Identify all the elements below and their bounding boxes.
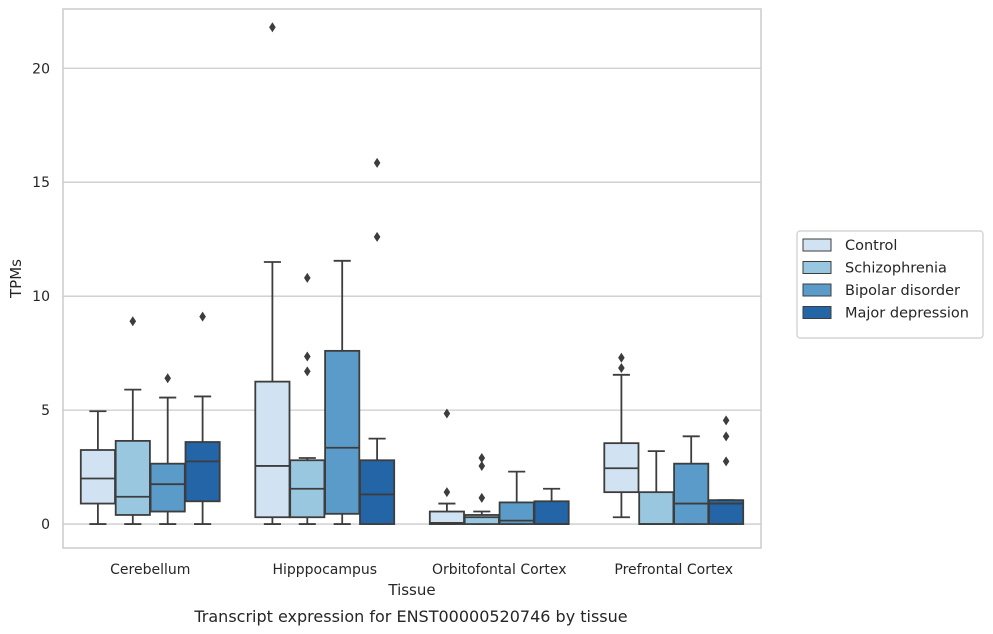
box-iqr xyxy=(254,380,291,519)
box-schizophrenia xyxy=(289,272,326,525)
outlier-point xyxy=(304,351,311,362)
legend-box xyxy=(796,230,984,339)
box-schizophrenia xyxy=(463,452,500,525)
legend-label: Control xyxy=(845,238,897,254)
y-tick-label: 0 xyxy=(41,517,50,533)
legend-swatch xyxy=(802,283,832,297)
outlier-point xyxy=(618,352,625,363)
outlier-point xyxy=(722,431,730,442)
outlier-point xyxy=(304,272,311,283)
box-control xyxy=(428,408,465,525)
outlier-point xyxy=(373,231,381,242)
box-bipolar-disorder xyxy=(324,259,361,525)
x-axis-ticks: Cerebellum Hipppocampus Orbitofontal Corte… xyxy=(110,562,733,578)
box-control xyxy=(79,410,116,525)
outlier-point xyxy=(373,157,381,168)
y-axis-ticks: 0 5 10 15 20 xyxy=(32,61,50,533)
legend-label: Major depression xyxy=(845,306,969,322)
x-tick-label: Hipppocampus xyxy=(272,562,377,578)
x-axis-label: Tissue xyxy=(387,581,435,599)
box-control xyxy=(603,352,640,519)
outlier-point xyxy=(164,373,171,384)
box-series xyxy=(79,22,745,525)
outlier-point xyxy=(443,487,451,498)
box-iqr xyxy=(149,462,186,513)
box-major-depression xyxy=(359,157,396,525)
outlier-point xyxy=(199,311,206,322)
y-axis-label: TPMs xyxy=(7,259,25,299)
box-bipolar-disorder xyxy=(673,435,710,525)
legend-label: Schizophrenia xyxy=(845,261,947,277)
legend-swatch xyxy=(802,261,832,274)
y-tick-label: 10 xyxy=(32,289,50,305)
box-iqr xyxy=(114,439,151,516)
outlier-point xyxy=(618,362,625,373)
box-iqr xyxy=(708,499,745,525)
box-schizophrenia xyxy=(638,450,675,525)
box-bipolar-disorder xyxy=(149,373,186,525)
box-control xyxy=(254,22,291,525)
legend-swatch xyxy=(802,306,832,319)
legend: Control Schizophrenia Bipolar disorder Majo… xyxy=(796,230,984,339)
box-iqr xyxy=(184,441,221,503)
y-tick-label: 15 xyxy=(32,175,50,191)
y-tick-label: 5 xyxy=(41,403,50,419)
box-schizophrenia xyxy=(114,316,151,525)
outlier-point xyxy=(722,456,730,467)
chart-caption: Transcript expression for ENST0000052074… xyxy=(193,607,627,626)
x-tick-label: Orbitofontal Cortex xyxy=(432,562,567,578)
outlier-point xyxy=(443,408,451,419)
box-iqr xyxy=(638,491,675,525)
outlier-point xyxy=(129,316,137,327)
box-iqr xyxy=(359,459,396,525)
legend-label: Bipolar disorder xyxy=(845,283,960,299)
box-iqr xyxy=(79,449,116,505)
box-major-depression xyxy=(184,311,221,525)
outlier-point xyxy=(304,366,311,377)
box-iqr xyxy=(324,349,361,515)
y-tick-label: 20 xyxy=(32,61,50,77)
box-bipolar-disorder xyxy=(498,470,535,525)
outlier-point xyxy=(722,415,730,426)
box-iqr xyxy=(463,514,500,525)
x-tick-label: Cerebellum xyxy=(110,562,190,578)
outlier-point xyxy=(478,460,486,471)
box-iqr xyxy=(533,500,570,525)
outlier-point xyxy=(269,22,276,33)
box-iqr xyxy=(673,462,710,525)
legend-swatch xyxy=(802,238,832,252)
outlier-point xyxy=(478,492,486,503)
outlier-point xyxy=(478,452,486,463)
box-major-depression xyxy=(708,415,745,525)
plot-area-frame xyxy=(62,8,762,549)
x-tick-label: Prefrontal Cortex xyxy=(614,562,733,578)
box-major-depression xyxy=(533,487,570,525)
